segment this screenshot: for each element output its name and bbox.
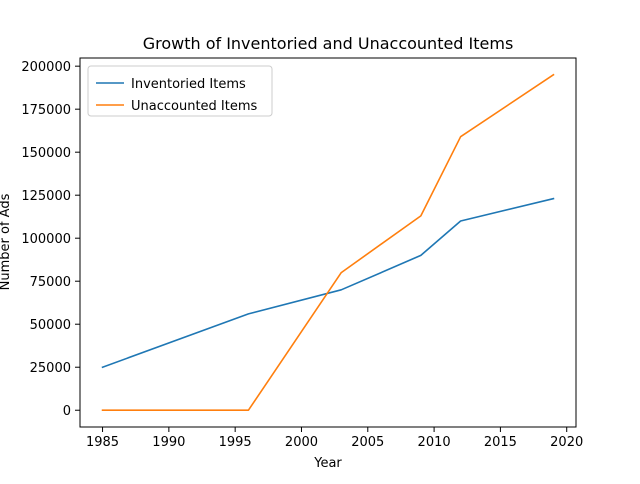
plot-area: 1985 1990 1995 2000 2005 2010 2015 2020 0 25000 50…: [21, 57, 583, 450]
axes-frame: [79, 57, 577, 428]
x-tick-label: 2000: [285, 435, 318, 450]
y-tick-label: 175000: [21, 103, 71, 118]
x-tick-label: 1985: [86, 435, 119, 450]
x-tick-label: 1995: [219, 435, 252, 450]
legend: Inventoried Items Unaccounted Items: [87, 65, 273, 117]
x-axis-label: Year: [313, 456, 342, 471]
x-tick-label: 2015: [484, 435, 517, 450]
y-tick-label: 50000: [30, 318, 71, 333]
chart-title: Growth of Inventoried and Unaccounted It…: [143, 34, 514, 53]
y-tick-label: 125000: [21, 189, 71, 204]
y-tick-label: 150000: [21, 146, 71, 161]
x-tick-label: 1990: [152, 435, 185, 450]
y-tick-label: 0: [63, 404, 71, 419]
legend-label: Unaccounted Items: [131, 99, 258, 114]
x-tick-label: 2005: [351, 435, 384, 450]
legend-label: Inventoried Items: [131, 77, 246, 92]
y-tick-label: 75000: [30, 275, 71, 290]
y-tick-label: 25000: [30, 361, 71, 376]
series-line-unaccounted-items: [101, 73, 555, 412]
x-tick-label: 2020: [550, 435, 583, 450]
x-tick-label: 2010: [418, 435, 451, 450]
y-tick-label: 200000: [21, 60, 71, 75]
y-axis-label: Number of Ads: [0, 193, 13, 290]
series-line-inventoried-items: [101, 197, 555, 369]
y-tick-label: 100000: [21, 232, 71, 247]
legend-box: [87, 65, 273, 117]
